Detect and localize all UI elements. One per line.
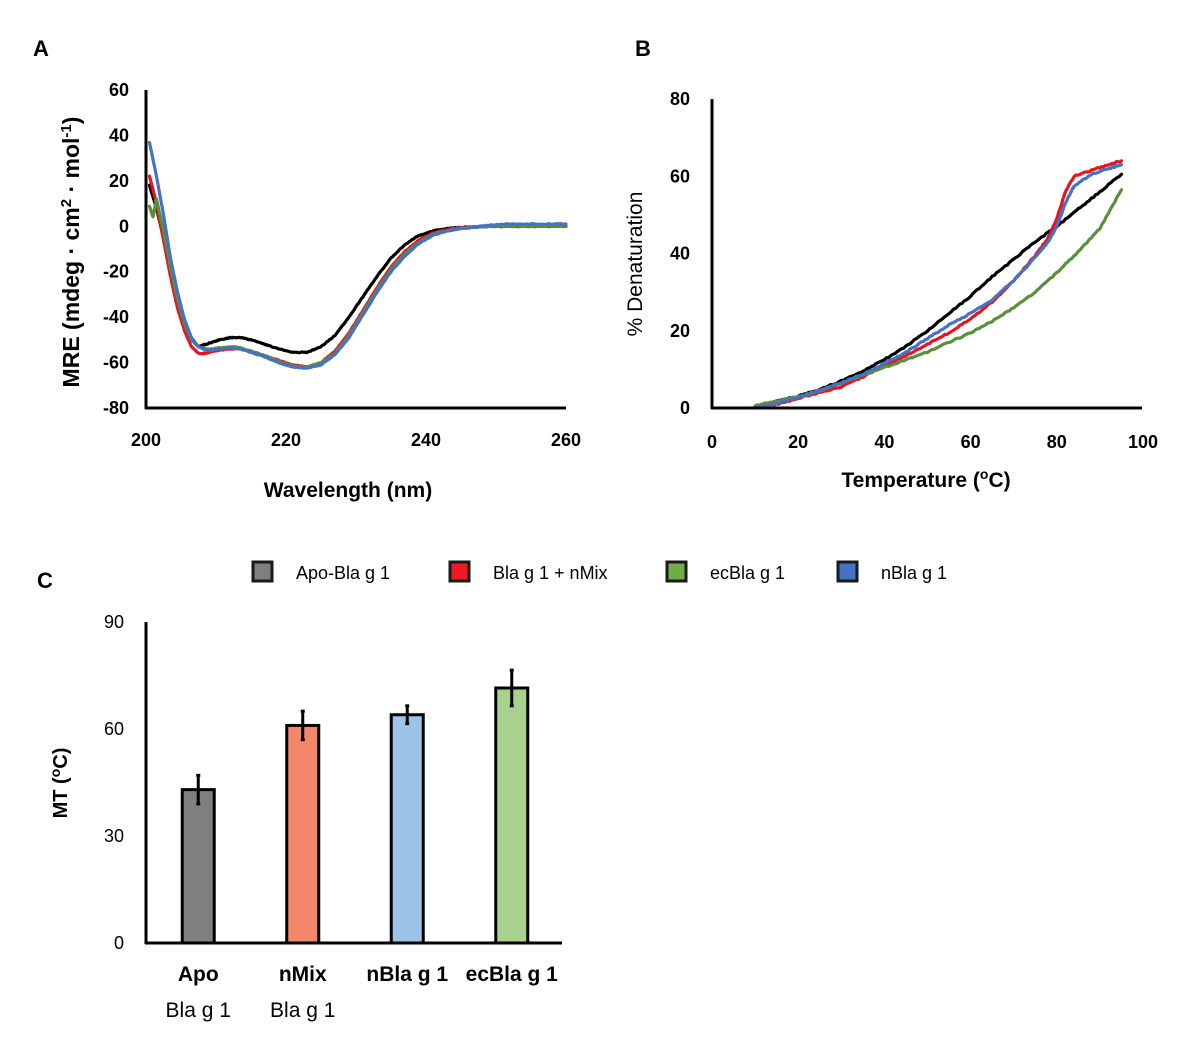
panel-c-ylabel-main: MT ( bbox=[50, 777, 72, 818]
panel-a-y-tick-label: 60 bbox=[109, 80, 129, 100]
x-category-label: Bla g 1 bbox=[166, 999, 231, 1022]
panel-c-y-tick-label: 0 bbox=[114, 933, 124, 953]
bar-apo-bla-g-1 bbox=[180, 788, 216, 945]
panel-a-series-bla-g-1-nmix bbox=[147, 174, 568, 369]
panel-b-y-tick-label: 0 bbox=[680, 398, 690, 418]
panel-c-y-tick-label: 90 bbox=[104, 612, 124, 632]
x-category-label: nMix bbox=[279, 963, 327, 986]
panel-b-ticks: 80 60 40 20 00 20 40 60 80 100 bbox=[670, 89, 1158, 452]
panel-b-y-tick-label: 60 bbox=[670, 166, 690, 186]
legend-item-apo-bla-g-1: Apo-Bla g 1 bbox=[251, 560, 390, 583]
x-category-label: nBla g 1 bbox=[366, 963, 448, 986]
panel-a-y-tick-label: -60 bbox=[103, 353, 129, 373]
panel-b-chart: 80 60 40 20 00 20 40 60 80 100 Temperature (oC) %… bbox=[624, 89, 1158, 492]
panel-b-x-tick-label: 60 bbox=[961, 432, 981, 452]
legend-label: Apo-Bla g 1 bbox=[296, 563, 390, 583]
panel-a-x-tick-label: 260 bbox=[551, 430, 581, 450]
panel-b-x-axis-title: Temperature (oC) bbox=[841, 466, 1010, 492]
panel-c-chart: Apo Bla g 1 nMix Bla g 1 nBla g 1 ecBla g 1 90… bbox=[47, 612, 562, 1022]
panel-a-y-tick-label: 40 bbox=[109, 125, 129, 145]
panel-label-c: C bbox=[37, 568, 53, 593]
panel-a-ylabel-mid: · mol bbox=[58, 138, 84, 199]
panel-a-y-tick-label: -80 bbox=[103, 398, 129, 418]
legend-label: Bla g 1 + nMix bbox=[493, 563, 608, 583]
panel-b-y-axis-title: % Denaturation bbox=[624, 192, 647, 337]
x-category-label: ecBla g 1 bbox=[466, 963, 559, 986]
panel-b-xlabel-end: C) bbox=[988, 469, 1010, 492]
panel-a-y-tick-label: 20 bbox=[109, 171, 129, 191]
legend-item-ecbla-g-1: ecBla g 1 bbox=[665, 560, 785, 583]
legend-label: nBla g 1 bbox=[881, 563, 947, 583]
panel-a-ylabel-main: MRE (mdeg · cm bbox=[58, 207, 84, 387]
legend-swatch bbox=[251, 560, 274, 583]
panel-a-series-apo-bla-g-1 bbox=[147, 183, 568, 355]
bar-ecbla-g-1 bbox=[494, 686, 530, 945]
panel-b-x-tick-label: 0 bbox=[707, 432, 717, 452]
panel-b-y-tick-label: 40 bbox=[670, 244, 690, 264]
panel-c-y-axis-title: MT (oC) bbox=[47, 748, 72, 819]
panel-b-xlabel-sup: o bbox=[980, 466, 989, 482]
panel-b-y-tick-label: 20 bbox=[670, 321, 690, 341]
panel-b-series-apo-bla-g-1 bbox=[753, 172, 1124, 409]
panel-a-series-nbla-g-1 bbox=[147, 141, 568, 370]
panel-label-a: A bbox=[33, 36, 49, 61]
x-category-label: Bla g 1 bbox=[270, 999, 335, 1022]
panel-a-y-axis-title: MRE (mdeg · cm2 · mol-1) bbox=[58, 117, 84, 388]
panel-c-ylabel-sup: o bbox=[47, 769, 63, 778]
panel-a-x-tick-label: 220 bbox=[271, 430, 301, 450]
panel-a-y-tick-label: 0 bbox=[119, 216, 129, 236]
panel-b-x-tick-label: 80 bbox=[1047, 432, 1067, 452]
panel-c-bars bbox=[180, 668, 530, 945]
panel-b-y-tick-label: 80 bbox=[670, 89, 690, 109]
legend-item-bla-g-1-nmix: Bla g 1 + nMix bbox=[448, 560, 608, 583]
panel-b-series-nbla-g-1 bbox=[753, 163, 1124, 410]
panel-a-x-axis-title: Wavelength (nm) bbox=[264, 479, 432, 502]
bar-nbla-g-1 bbox=[389, 713, 425, 945]
panel-a-ylabel-sup2: -1 bbox=[58, 124, 75, 137]
panel-label-b: B bbox=[635, 36, 651, 61]
panel-b-xlabel-main: Temperature ( bbox=[841, 469, 979, 492]
x-category-label: Apo bbox=[178, 963, 219, 986]
legend-swatch bbox=[665, 560, 688, 583]
panel-a-x-tick-label: 240 bbox=[411, 430, 441, 450]
legend-label: ecBla g 1 bbox=[710, 563, 785, 583]
legend: Apo-Bla g 1 Bla g 1 + nMix ecBla g 1 nBla g… bbox=[251, 560, 947, 583]
panel-b-series-ecbla-g-1 bbox=[753, 188, 1124, 408]
panel-b-x-tick-label: 40 bbox=[874, 432, 894, 452]
bar-nmix-bla-g-1 bbox=[285, 723, 321, 945]
panel-b-series-bla-g-1-nmix bbox=[753, 159, 1124, 410]
panel-a-series-group bbox=[147, 141, 568, 370]
panel-a-y-tick-label: -20 bbox=[103, 262, 129, 282]
panel-a-y-tick-label: -40 bbox=[103, 307, 129, 327]
panel-a-x-tick-label: 200 bbox=[131, 430, 161, 450]
panel-c-y-tick-label: 30 bbox=[104, 826, 124, 846]
panel-b-x-tick-label: 100 bbox=[1128, 432, 1158, 452]
legend-item-nbla-g-1: nBla g 1 bbox=[836, 560, 947, 583]
panel-b-x-tick-label: 20 bbox=[788, 432, 808, 452]
legend-swatch bbox=[836, 560, 859, 583]
panel-a-ylabel-end: ) bbox=[58, 117, 84, 125]
panel-c-y-tick-label: 60 bbox=[104, 719, 124, 739]
legend-swatch bbox=[448, 560, 471, 583]
panel-a-ylabel-sup1: 2 bbox=[58, 199, 75, 207]
panel-b-series-group bbox=[753, 159, 1124, 410]
panel-c-ticks: Apo Bla g 1 nMix Bla g 1 nBla g 1 ecBla g 1 90… bbox=[104, 612, 558, 1022]
panel-c-ylabel-end: C) bbox=[50, 748, 72, 769]
